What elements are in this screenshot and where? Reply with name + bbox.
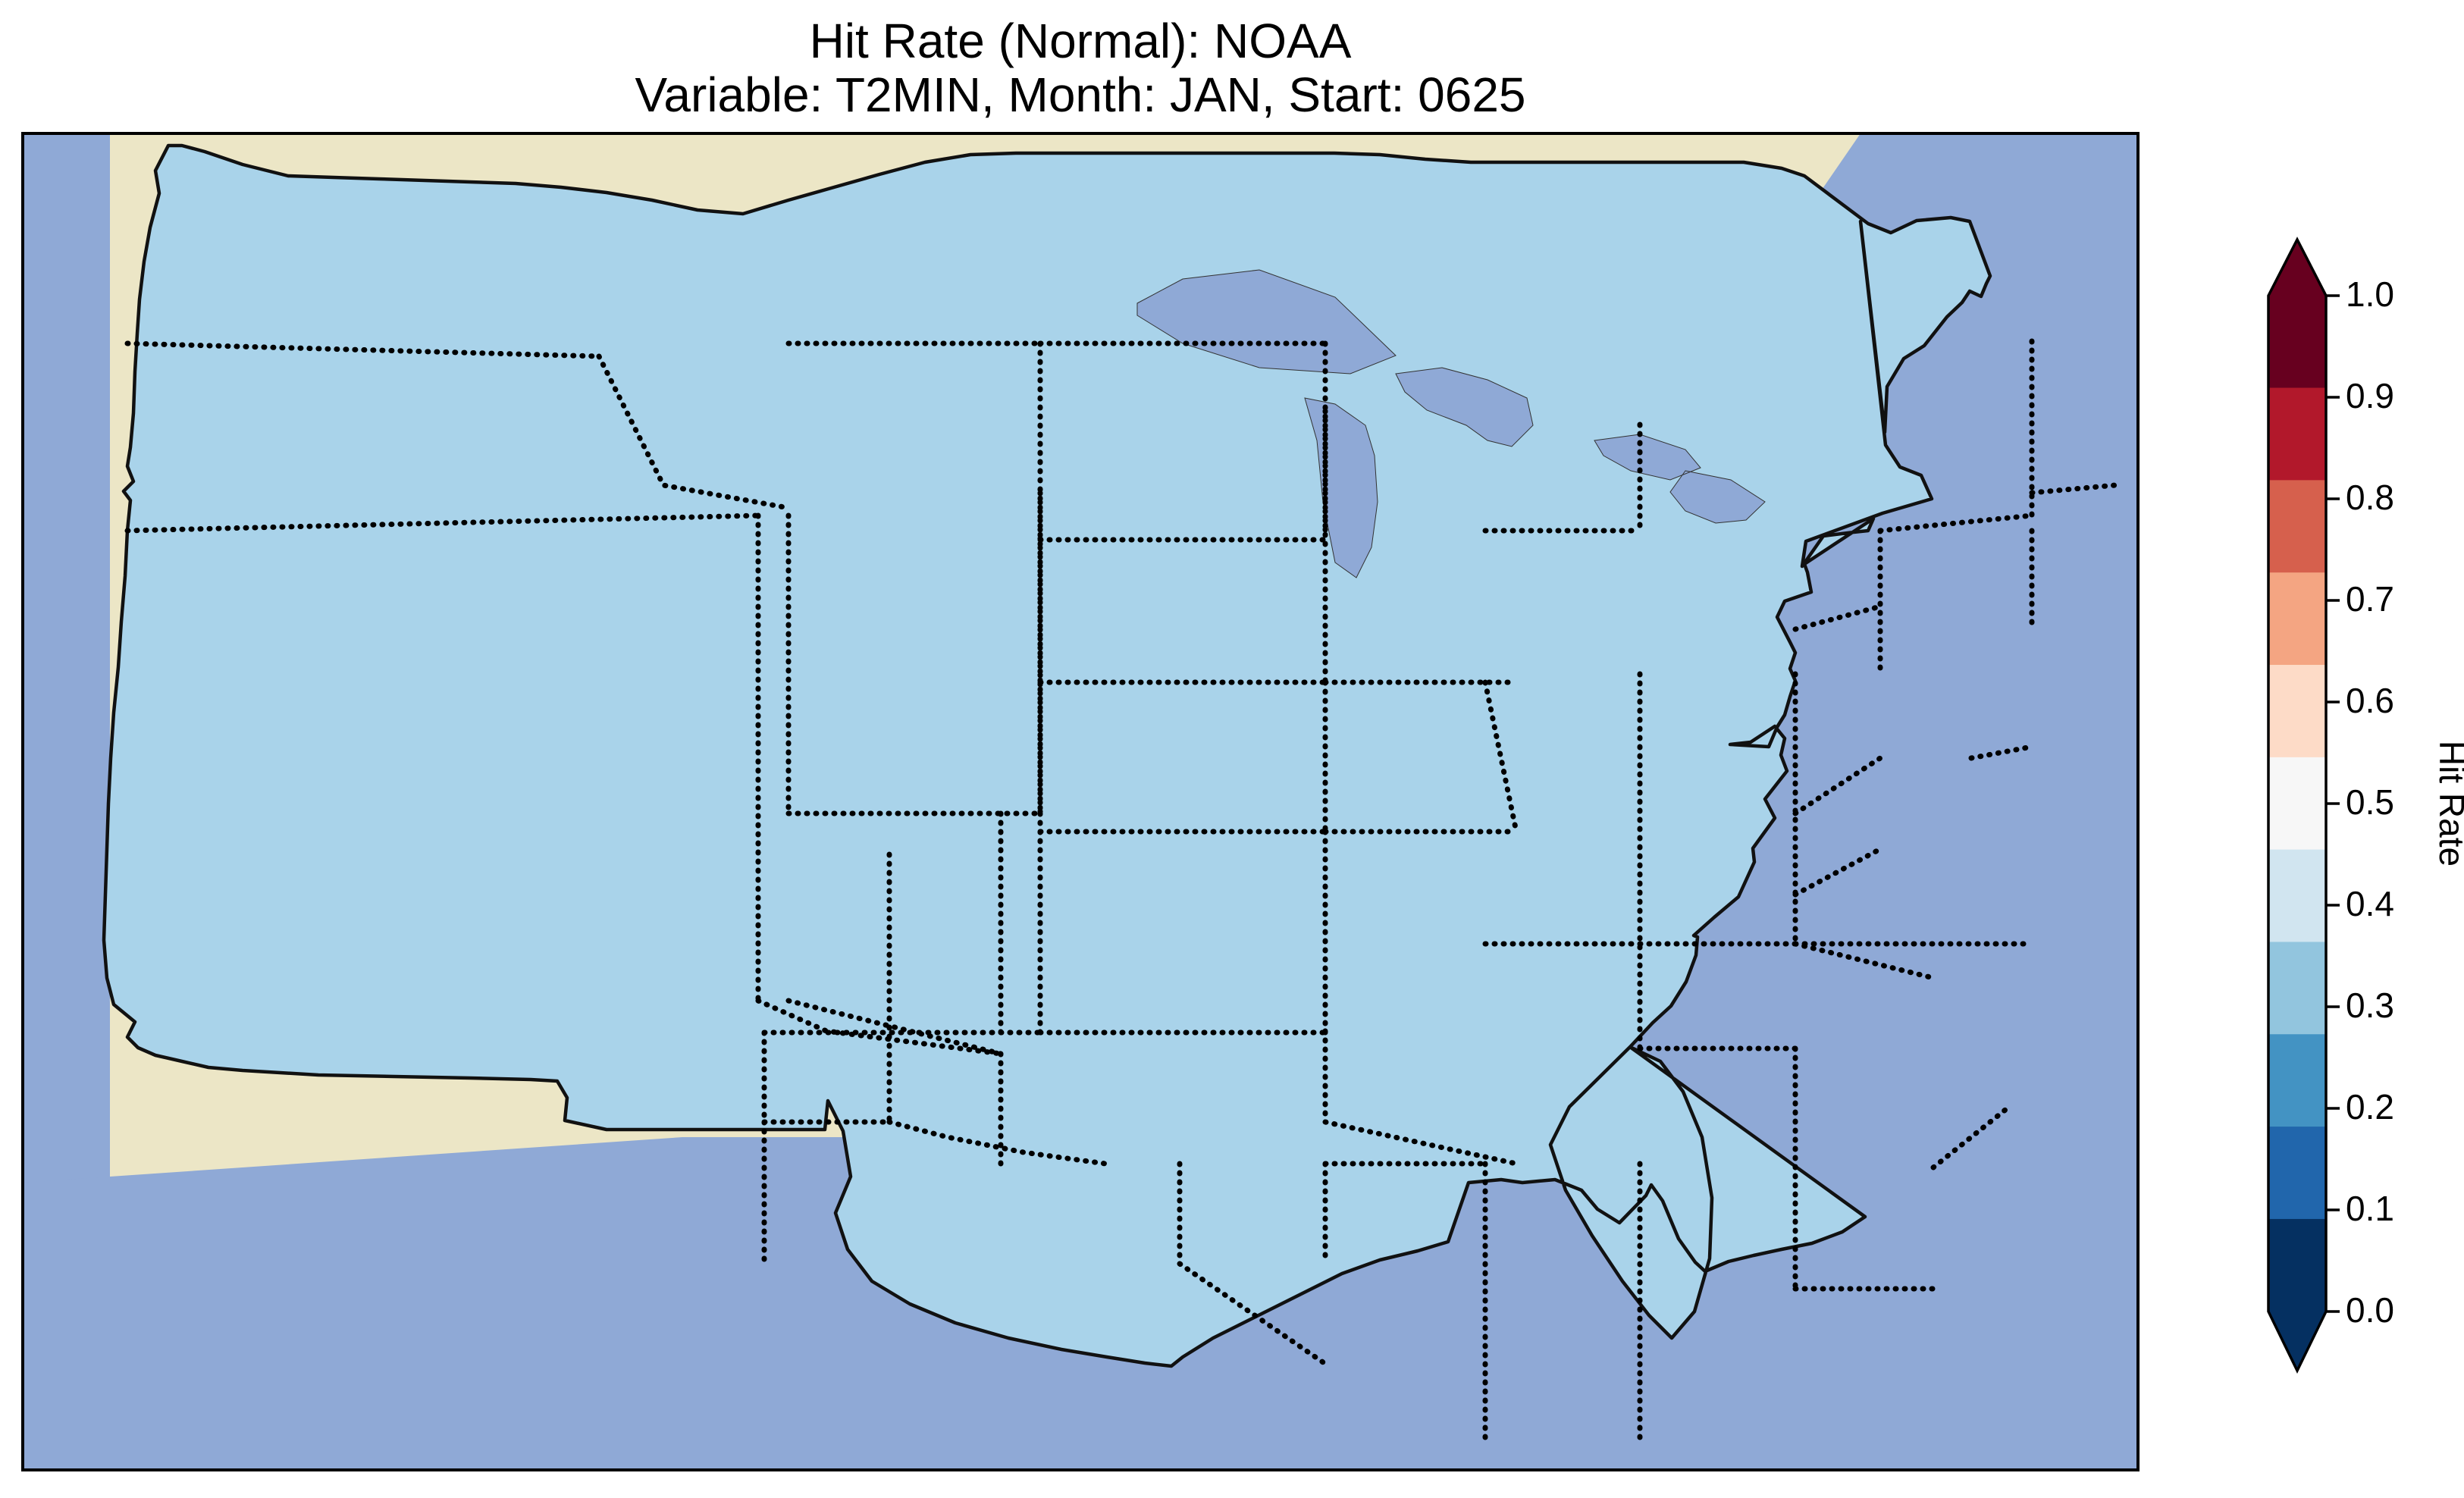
svg-text:0.1: 0.1 [2346,1189,2394,1228]
svg-text:0.3: 0.3 [2346,986,2394,1025]
svg-text:0.7: 0.7 [2346,579,2394,619]
svg-text:1.0: 1.0 [2346,274,2394,314]
svg-text:0.0: 0.0 [2346,1290,2394,1330]
svg-text:0.6: 0.6 [2346,681,2394,720]
svg-text:0.8: 0.8 [2346,478,2394,517]
svg-text:0.5: 0.5 [2346,782,2394,822]
svg-text:Hit Rate (Normal): NOAA: Hit Rate (Normal): NOAA [810,14,1352,68]
svg-text:0.4: 0.4 [2346,884,2394,923]
svg-text:0.9: 0.9 [2346,376,2394,415]
svg-text:0.2: 0.2 [2346,1087,2394,1127]
svg-text:Hit Rate: Hit Rate [2432,741,2464,867]
svg-text:Variable: T2MIN, Month: JAN, S: Variable: T2MIN, Month: JAN, Start: 0625 [635,67,1525,122]
